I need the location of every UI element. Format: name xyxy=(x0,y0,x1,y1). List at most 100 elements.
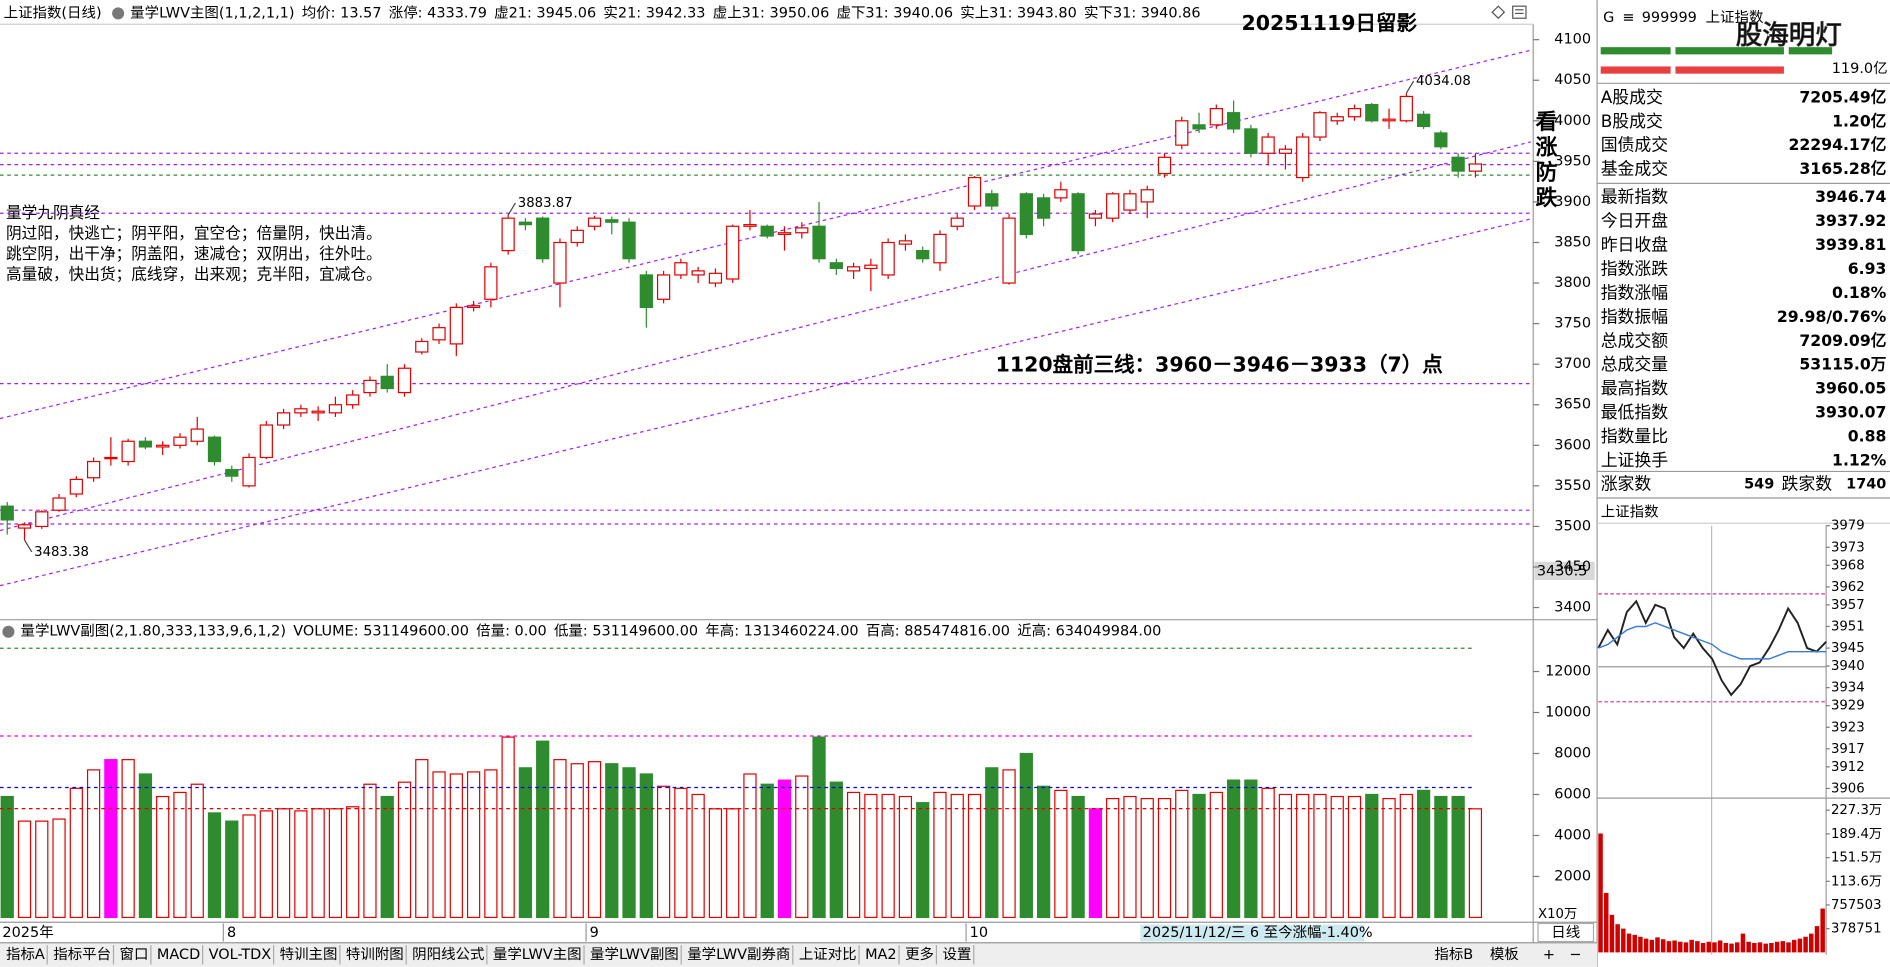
tab[interactable]: 上证对比 xyxy=(799,946,857,963)
marker-arrow xyxy=(1405,80,1415,94)
y-tick-label: 3550 xyxy=(1554,478,1591,494)
dropdown-icon[interactable] xyxy=(2,625,15,638)
y-tick-label: 3600 xyxy=(1554,437,1591,453)
date-note: 20251119日留影 xyxy=(1242,11,1418,35)
intraday-volume-bar xyxy=(1757,942,1763,953)
vertical-note: 涨 xyxy=(1536,135,1558,160)
volume-bar xyxy=(846,791,861,919)
tab[interactable]: VOL-TDX xyxy=(209,947,272,963)
quote-value: 22294.17亿 xyxy=(1789,135,1887,154)
volume-bar xyxy=(605,763,619,919)
breadth-value: 549 xyxy=(1744,477,1774,493)
tab[interactable]: 特训主图 xyxy=(280,946,338,963)
quote-value: 6.93 xyxy=(1848,259,1887,278)
dropdown-icon[interactable] xyxy=(112,7,125,20)
tab[interactable]: 量学LWV主图 xyxy=(493,946,582,963)
candle-body xyxy=(190,428,204,442)
candle-body xyxy=(829,262,843,270)
y-tick-label: 151.5万 xyxy=(1831,851,1882,866)
tab[interactable]: 阴阳线公式 xyxy=(412,946,484,963)
marker-arrow xyxy=(23,539,33,553)
tab[interactable]: MA2 xyxy=(865,947,897,963)
y-tick-label: 3945 xyxy=(1831,641,1865,656)
tab[interactable]: 量学LWV副券商 xyxy=(687,946,790,963)
tab[interactable]: 设置 xyxy=(942,946,971,963)
candle-body xyxy=(587,217,602,227)
period-label[interactable]: 日线 xyxy=(1551,924,1580,941)
candle-body xyxy=(1123,193,1137,211)
volume-bar xyxy=(173,791,187,919)
volume-bar xyxy=(294,810,308,919)
quote-label: 最高指数 xyxy=(1601,378,1669,398)
candle-body xyxy=(1071,193,1085,252)
candle-body xyxy=(726,225,740,280)
tab[interactable]: 指标平台 xyxy=(53,946,111,963)
volume-bar xyxy=(52,818,66,919)
volume-bar xyxy=(1054,789,1068,919)
tab[interactable]: 特训附图 xyxy=(346,946,404,963)
y-tick-label: 3500 xyxy=(1554,518,1591,534)
volume-bar xyxy=(1036,785,1051,919)
intraday-volume-bar xyxy=(1649,939,1655,953)
y-tick-label: 3800 xyxy=(1554,275,1591,291)
volume-bar xyxy=(35,820,49,919)
candle-body xyxy=(777,232,792,235)
candle-body xyxy=(553,241,567,284)
candle-body xyxy=(156,444,170,448)
price-marker: 3483.38 xyxy=(34,545,89,560)
candle-body xyxy=(104,456,118,460)
candle-body xyxy=(35,511,49,528)
breadth-label: 涨家数 xyxy=(1601,474,1652,494)
tab[interactable]: 指标A xyxy=(6,946,45,963)
candle-body xyxy=(294,408,308,414)
candle-body xyxy=(1244,128,1258,154)
y-tick-label: 3912 xyxy=(1831,760,1865,775)
y-tick-label: 3979 xyxy=(1831,519,1865,534)
y-tick-label: 3400 xyxy=(1554,600,1591,616)
pane-legend: VOLUME: 531149600.00 xyxy=(293,624,469,640)
volume-bar xyxy=(1209,791,1223,919)
toolbar-value: 虚下31: 3940.06 xyxy=(837,4,954,21)
candle-body xyxy=(1434,132,1448,148)
intraday-volume-bar xyxy=(1632,934,1637,953)
candle-body xyxy=(328,404,343,414)
period-button[interactable] xyxy=(1537,922,1595,943)
y-tick-label: 3850 xyxy=(1554,234,1591,250)
quote-label: B股成交 xyxy=(1601,111,1663,131)
tab[interactable]: 更多 xyxy=(905,946,934,963)
quote-value: 3930.07 xyxy=(1815,403,1886,422)
tab[interactable]: 窗口 xyxy=(120,945,149,963)
candle-body xyxy=(760,225,774,237)
breadth-value: 1740 xyxy=(1846,477,1886,493)
intraday-volume-bar xyxy=(1666,941,1672,953)
toolbar-value: 实上31: 3943.80 xyxy=(960,4,1077,21)
candle-body xyxy=(1036,197,1051,219)
candle-body xyxy=(518,221,533,226)
menu-icon[interactable] xyxy=(1512,5,1527,19)
candle-body xyxy=(898,240,913,245)
quote-value: 3165.28亿 xyxy=(1799,159,1886,178)
tab[interactable]: 指标B xyxy=(1434,946,1473,963)
y-tick-label: 2000 xyxy=(1554,868,1591,884)
y-tick-label: 3957 xyxy=(1831,598,1865,613)
diamond-icon[interactable] xyxy=(1491,5,1506,20)
candle-body xyxy=(536,217,550,260)
candle-body xyxy=(1019,193,1033,235)
y-tick-label: 3917 xyxy=(1831,742,1865,757)
y-tick-label: 3700 xyxy=(1554,356,1591,372)
trend-line xyxy=(0,49,1531,420)
flow-bar xyxy=(1788,47,1833,55)
quote-value: 3939.81 xyxy=(1815,235,1886,254)
intraday-volume-bar xyxy=(1700,942,1706,953)
quote-label: A股成交 xyxy=(1601,87,1663,107)
tab[interactable]: − xyxy=(1569,947,1581,963)
tab[interactable]: MACD xyxy=(157,947,200,963)
vertical-note: 跌 xyxy=(1536,186,1558,211)
tab[interactable]: 模板 xyxy=(1490,945,1519,963)
candle-body xyxy=(397,367,412,394)
tab[interactable]: 量学LWV副图 xyxy=(590,946,679,963)
quote-value: 3960.05 xyxy=(1815,379,1886,398)
candle-body xyxy=(207,436,222,463)
tab[interactable]: + xyxy=(1543,947,1555,963)
volume-bar xyxy=(743,773,757,919)
